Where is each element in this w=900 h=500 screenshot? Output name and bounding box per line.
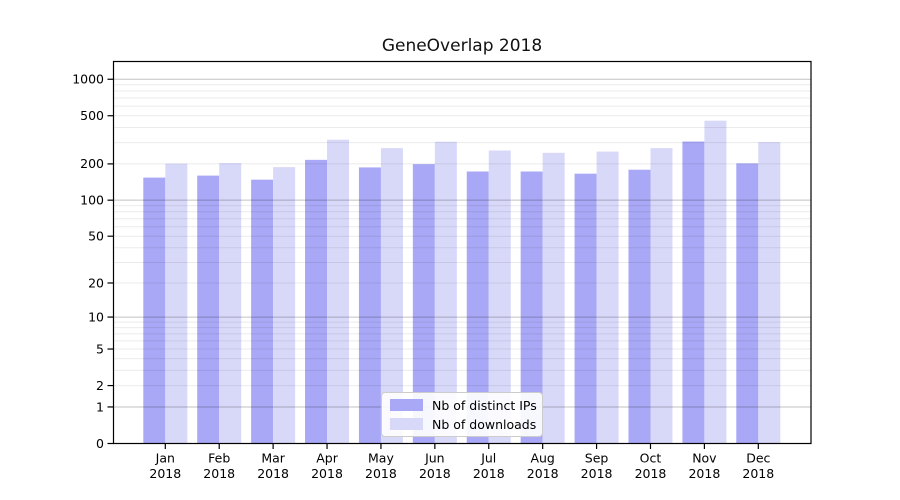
bar-ips-aug-2018 (520, 171, 543, 444)
x-tick-label-jul-2018: Jul 2018 (473, 451, 505, 482)
legend: Nb of distinct IPs Nb of downloads (381, 392, 543, 437)
bar-downloads-sep-2018 (596, 151, 619, 444)
y-tick-label-200: 200 (80, 156, 104, 171)
bar-downloads-jun-2018 (434, 141, 457, 444)
legend-swatch-downloads (390, 418, 423, 430)
bar-ips-jan-2018 (143, 177, 166, 444)
x-tick-label-feb-2018: Feb 2018 (203, 451, 235, 482)
bar-downloads-nov-2018 (704, 120, 727, 444)
chart-title: GeneOverlap 2018 (381, 36, 543, 56)
y-tick-label-20: 20 (88, 275, 104, 290)
plot-frame (112, 60, 812, 445)
legend-label-downloads: Nb of downloads (432, 416, 537, 432)
bar-ips-jul-2018 (466, 171, 489, 444)
bar-ips-jun-2018 (412, 164, 435, 444)
bar-ips-sep-2018 (574, 173, 597, 444)
x-tick-label-nov-2018: Nov 2018 (688, 451, 720, 482)
bar-downloads-jul-2018 (488, 150, 511, 444)
legend-item-distinct-ips: Nb of distinct IPs (390, 397, 542, 413)
x-tick-label-sep-2018: Sep 2018 (581, 451, 613, 482)
y-tick-label-10: 10 (88, 309, 104, 324)
bar-downloads-aug-2018 (542, 152, 565, 444)
x-tick-label-jan-2018: Jan 2018 (149, 451, 181, 482)
y-tick-label-2: 2 (96, 378, 104, 393)
legend-item-downloads: Nb of downloads (390, 416, 542, 432)
y-tick-label-1: 1 (96, 399, 104, 414)
bar-ips-apr-2018 (305, 159, 328, 444)
y-tick-label-0: 0 (96, 436, 104, 451)
legend-swatch-distinct-ips (390, 399, 423, 411)
x-tick-label-dec-2018: Dec 2018 (742, 451, 774, 482)
bar-downloads-feb-2018 (219, 163, 242, 444)
bar-downloads-oct-2018 (650, 148, 673, 444)
y-tick-label-5: 5 (96, 341, 104, 356)
bar-ips-mar-2018 (251, 179, 274, 444)
x-tick-label-apr-2018: Apr 2018 (311, 451, 343, 482)
bar-ips-may-2018 (358, 167, 381, 444)
bar-downloads-mar-2018 (273, 167, 296, 444)
y-tick-label-50: 50 (88, 229, 104, 244)
y-tick-label-500: 500 (80, 108, 104, 123)
bar-downloads-jan-2018 (165, 163, 188, 444)
bar-downloads-may-2018 (380, 148, 403, 444)
y-tick-label-100: 100 (80, 192, 104, 207)
x-tick-label-mar-2018: Mar 2018 (257, 451, 289, 482)
bar-ips-dec-2018 (736, 163, 759, 444)
y-tick-label-1000: 1000 (72, 72, 104, 87)
x-tick-label-may-2018: May 2018 (365, 451, 397, 482)
bar-ips-oct-2018 (628, 169, 651, 444)
x-tick-label-jun-2018: Jun 2018 (419, 451, 451, 482)
bar-downloads-dec-2018 (758, 142, 781, 444)
legend-label-distinct-ips: Nb of distinct IPs (432, 397, 537, 413)
bar-ips-feb-2018 (197, 175, 220, 444)
bar-ips-nov-2018 (682, 141, 705, 444)
x-tick-label-oct-2018: Oct 2018 (635, 451, 667, 482)
x-tick-label-aug-2018: Aug 2018 (527, 451, 559, 482)
bar-downloads-apr-2018 (327, 139, 350, 444)
